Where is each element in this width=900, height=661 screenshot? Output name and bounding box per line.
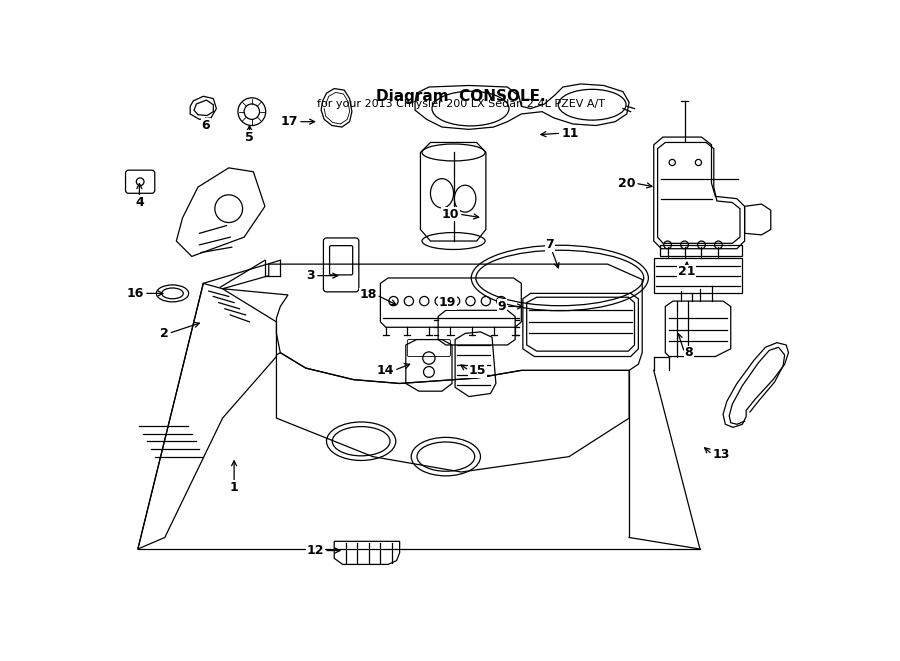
Text: 12: 12 [307,544,324,557]
Text: for your 2013 Chrysler 200 LX Sedan 2.4L PZEV A/T: for your 2013 Chrysler 200 LX Sedan 2.4L… [317,99,605,109]
Text: 19: 19 [438,296,456,309]
Text: 15: 15 [469,364,486,377]
Text: 6: 6 [202,119,210,132]
Text: 8: 8 [685,346,693,359]
Text: 21: 21 [678,265,696,278]
Text: 13: 13 [712,447,730,461]
Text: 11: 11 [562,127,579,139]
Text: 14: 14 [377,364,394,377]
Text: 7: 7 [545,239,554,251]
Text: 4: 4 [135,196,144,209]
Text: Diagram  CONSOLE.: Diagram CONSOLE. [376,89,546,104]
Text: 10: 10 [441,208,459,221]
Text: 5: 5 [245,131,254,143]
Text: 17: 17 [281,115,298,128]
Text: 9: 9 [498,300,506,313]
Text: 1: 1 [230,481,238,494]
Text: 2: 2 [160,327,168,340]
Text: 16: 16 [127,287,144,300]
Text: 18: 18 [359,288,376,301]
Text: 3: 3 [306,269,315,282]
Text: 20: 20 [617,176,635,190]
